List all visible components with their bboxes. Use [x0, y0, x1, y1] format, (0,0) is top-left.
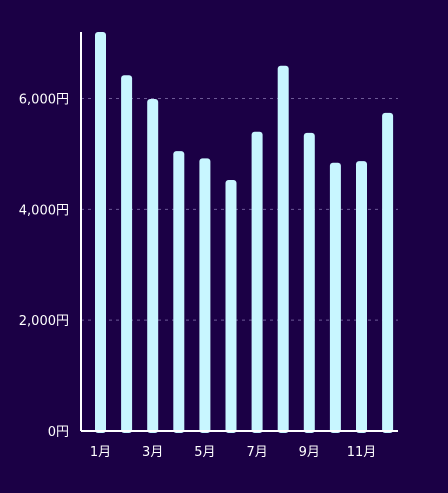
- bar: [121, 75, 133, 433]
- x-tick-label: 5月: [194, 445, 215, 460]
- bar: [225, 179, 237, 433]
- bars: [95, 32, 394, 434]
- y-tick-label: 0円: [48, 425, 69, 440]
- y-tick-labels: 0円 2,000円 4,000円 6,000円: [19, 93, 69, 441]
- bar: [356, 161, 367, 433]
- bar: [251, 131, 263, 433]
- bar: [199, 158, 211, 433]
- x-tick-label: 1月: [90, 445, 111, 460]
- y-tick-label: 6,000円: [19, 93, 69, 108]
- bar: [303, 132, 315, 433]
- bar: [382, 112, 394, 434]
- x-tick-label: 11月: [347, 445, 377, 460]
- x-tick-label: 7月: [246, 445, 267, 460]
- bar: [95, 32, 106, 433]
- bar: [173, 151, 185, 434]
- y-tick-label: 2,000円: [19, 314, 69, 329]
- bar: [147, 99, 159, 433]
- x-tick-label: 3月: [142, 445, 163, 460]
- x-tick-labels: 1月 3月 5月 7月 9月 11月: [90, 445, 376, 460]
- y-tick-label: 4,000円: [19, 203, 69, 218]
- x-tick-label: 9月: [299, 445, 320, 460]
- axes: [80, 32, 398, 432]
- bar: [329, 162, 341, 434]
- bar: [277, 65, 289, 433]
